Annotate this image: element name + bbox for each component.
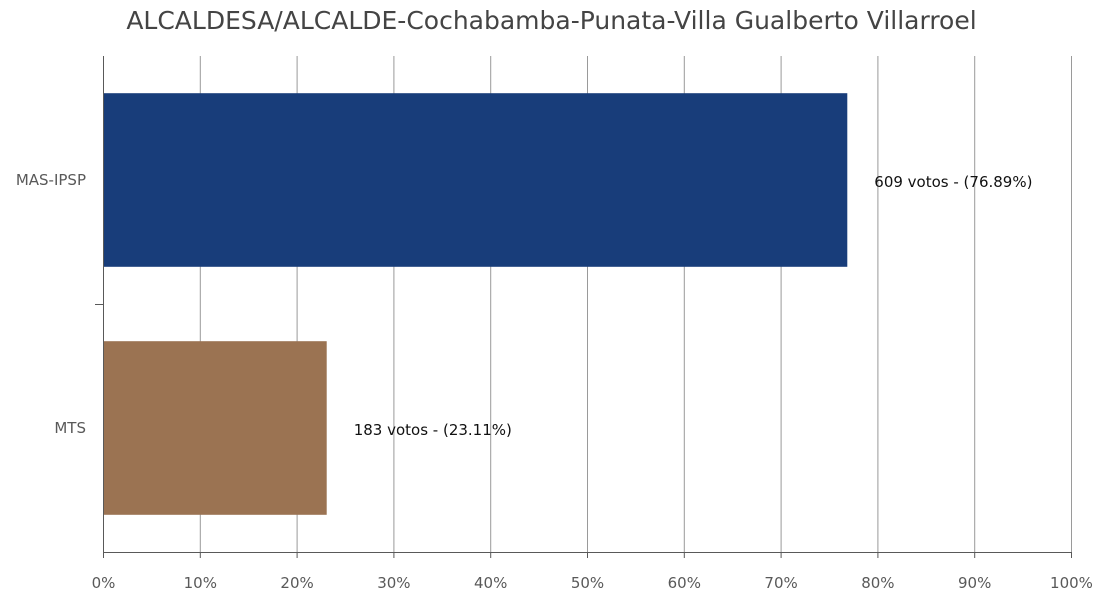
x-tick-label-80: 80% [861,574,894,592]
x-tick-label-70: 70% [764,574,797,592]
data-label-mas-ipsp: 609 votos - (76.89%) [874,173,1032,191]
x-tick-label-50: 50% [571,574,604,592]
category-label-mts: MTS [54,419,86,437]
bar-mas-ipsp [103,93,848,267]
x-tick-label-30: 30% [377,574,410,592]
x-tick-label-10: 10% [184,574,217,592]
x-tick-label-40: 40% [474,574,507,592]
category-label-mas-ipsp: MAS-IPSP [16,171,86,189]
x-tick-label-20: 20% [280,574,313,592]
bar-mts [103,341,327,515]
x-tick-label-0: 0% [92,574,116,592]
x-tick-label-90: 90% [958,574,991,592]
chart-title: ALCALDESA/ALCALDE-Cochabamba-Punata-Vill… [126,6,977,35]
data-label-mts: 183 votos - (23.11%) [354,421,512,439]
x-tick-label-60: 60% [668,574,701,592]
x-tick-label-100: 100% [1050,574,1093,592]
